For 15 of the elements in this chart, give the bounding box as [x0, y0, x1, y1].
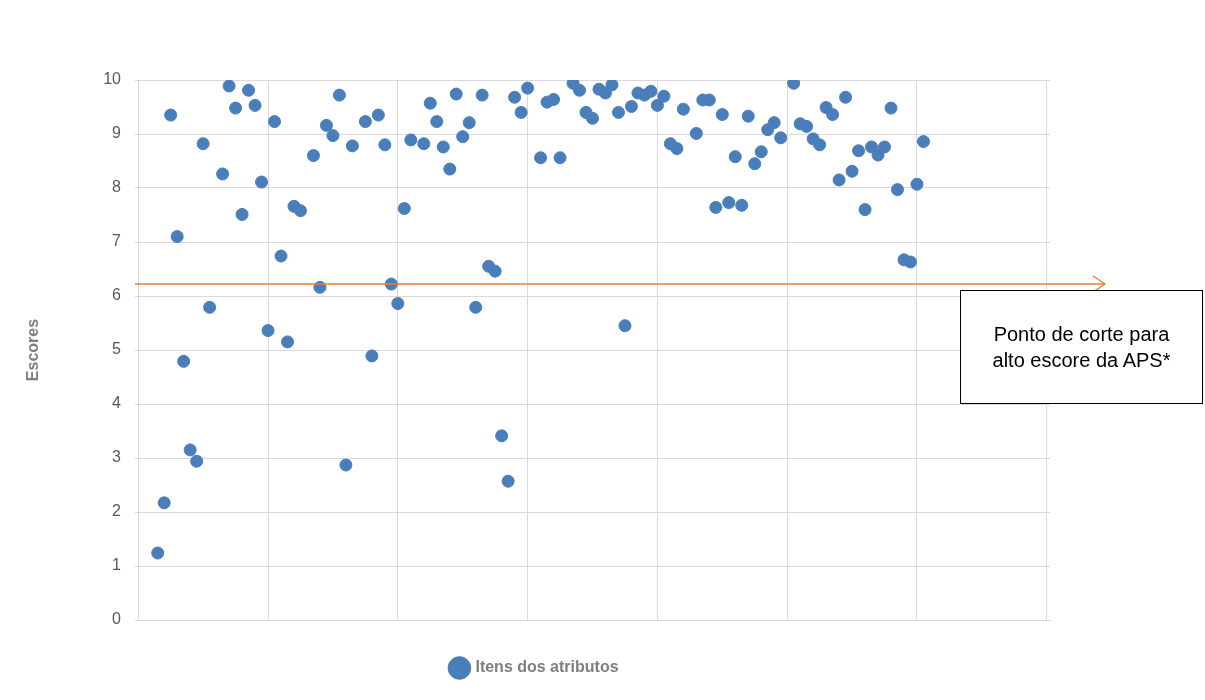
y-tick-label: 2 — [112, 502, 122, 520]
text-box: Ponto de corte para alto escore da APS* — [960, 290, 1203, 405]
y-tick-label: 5 — [112, 340, 122, 358]
y-tick-label: 6 — [112, 286, 122, 304]
y-tick-label: 3 — [112, 448, 122, 466]
y-tick-label: 10 — [103, 70, 122, 88]
y-tick-label: 7 — [112, 232, 122, 250]
y-tick-label: 9 — [112, 124, 122, 142]
y-tick-label: 1 — [112, 556, 122, 574]
legend-label: Itens dos atributos — [475, 658, 619, 676]
y-axis-title: Escores — [24, 318, 42, 382]
y-tick-label: 4 — [112, 394, 122, 412]
ref-line-label: Ponto de corte para alto escore da APS* — [991, 322, 1172, 374]
y-tick-label: 0 — [112, 610, 122, 628]
y-tick-label: 8 — [112, 178, 122, 196]
